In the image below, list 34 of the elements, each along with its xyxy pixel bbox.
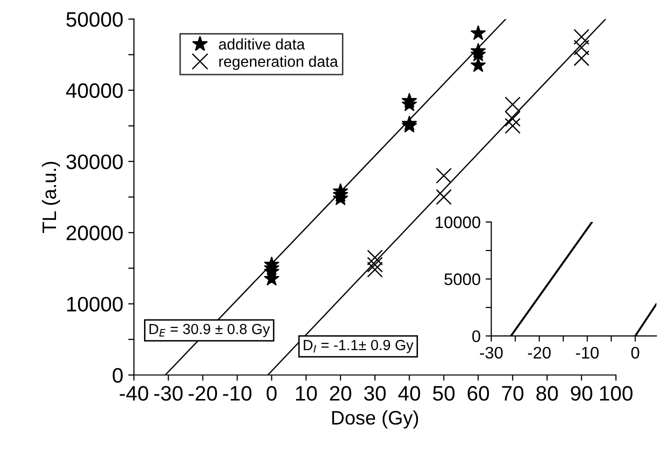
x-tick-label: 70 xyxy=(502,386,524,401)
x-tick-label: 10 xyxy=(296,386,317,401)
x-tick-label: 90 xyxy=(570,386,592,401)
x-tick-label: -30 xyxy=(480,346,503,359)
x-tick-label: 80 xyxy=(536,386,558,401)
x-tick-label: 0 xyxy=(266,386,277,401)
y-tick-label: 20000 xyxy=(66,226,123,240)
x-tick-label: 30 xyxy=(364,386,386,401)
x-tick-label: -20 xyxy=(188,386,218,401)
x-tick-label: 40 xyxy=(398,386,420,401)
x-tick-label: 50 xyxy=(433,386,455,401)
x-tick-label: 0 xyxy=(631,346,640,359)
legend-label: additive data xyxy=(218,38,305,50)
annotation: D$_{E}$ = 30.9 ± 0.8 Gy xyxy=(150,324,270,338)
annotation: D$_{I}$ = -1.1± 0.9 Gy xyxy=(304,340,414,354)
y-axis-title: TL (a.u.) xyxy=(42,162,60,233)
x-tick-label: -10 xyxy=(576,346,599,359)
x-tick-label: -40 xyxy=(120,386,148,401)
y-tick-label: 0 xyxy=(112,368,123,383)
x-tick-label: -20 xyxy=(528,346,551,359)
x-axis-title: Dose (Gy) xyxy=(332,410,418,429)
x-tick-label: -10 xyxy=(223,386,252,401)
y-tick-label: 10000 xyxy=(67,296,123,312)
x-tick-label: -30 xyxy=(154,386,183,401)
y-tick-label: 50000 xyxy=(66,12,123,27)
x-tick-label: 60 xyxy=(468,386,489,401)
y-tick-label: 0 xyxy=(472,330,480,342)
y-tick-label: 30000 xyxy=(66,154,123,170)
x-tick-label: 20 xyxy=(330,386,352,401)
legend-label: regeneration data xyxy=(219,56,338,70)
y-tick-label: 5000 xyxy=(444,273,480,286)
y-tick-label: 10000 xyxy=(436,216,480,228)
y-tick-label: 40000 xyxy=(66,83,123,98)
x-tick-label: 100 xyxy=(600,386,632,401)
